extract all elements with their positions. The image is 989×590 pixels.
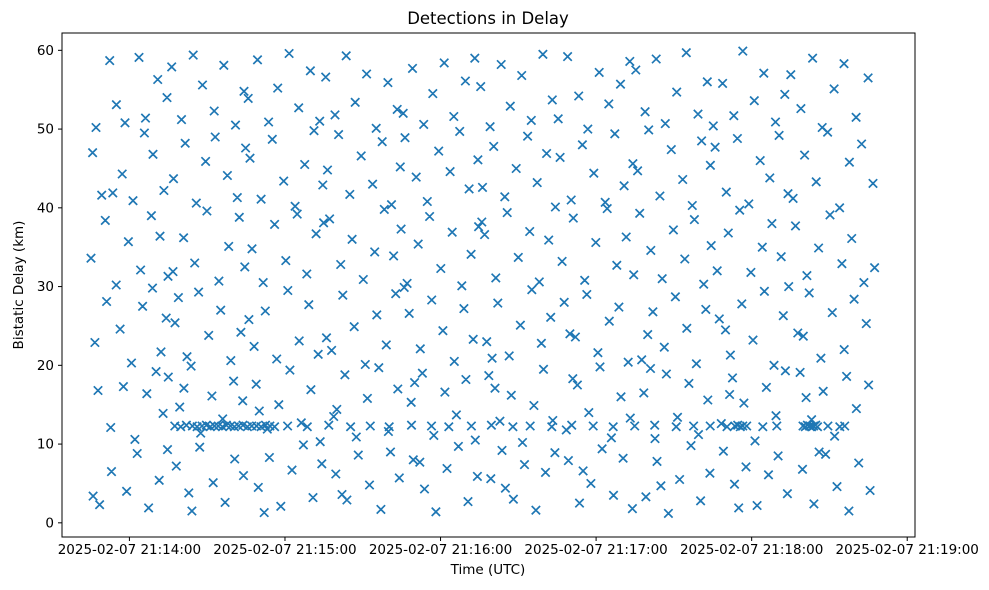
x-tick-label: 2025-02-07 21:16:00 <box>369 542 512 558</box>
x-tick-label: 2025-02-07 21:14:00 <box>58 542 201 558</box>
y-tick-label: 10 <box>37 437 54 453</box>
x-tick-label: 2025-02-07 21:19:00 <box>836 542 979 558</box>
y-tick-label: 50 <box>37 122 54 138</box>
y-tick-label: 30 <box>37 279 54 295</box>
y-tick-label: 60 <box>37 43 54 59</box>
y-tick-label: 40 <box>37 200 54 216</box>
y-axis-label: Bistatic Delay (km) <box>11 220 27 350</box>
x-axis-label: Time (UTC) <box>450 562 526 578</box>
y-tick-label: 20 <box>37 358 54 374</box>
plot-frame <box>61 32 916 538</box>
y-tick-label: 0 <box>45 515 54 531</box>
chart-title: Detections in Delay <box>407 9 569 28</box>
x-tick-label: 2025-02-07 21:18:00 <box>680 542 823 558</box>
x-tick-label: 2025-02-07 21:17:00 <box>524 542 667 558</box>
x-tick-label: 2025-02-07 21:15:00 <box>213 542 356 558</box>
scatter-points <box>86 46 880 519</box>
